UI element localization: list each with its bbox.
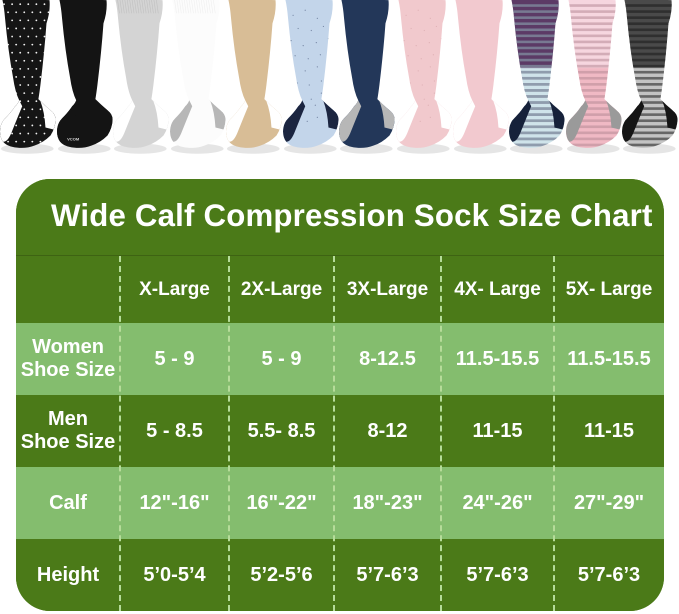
svg-text:VCOM: VCOM	[67, 137, 80, 142]
